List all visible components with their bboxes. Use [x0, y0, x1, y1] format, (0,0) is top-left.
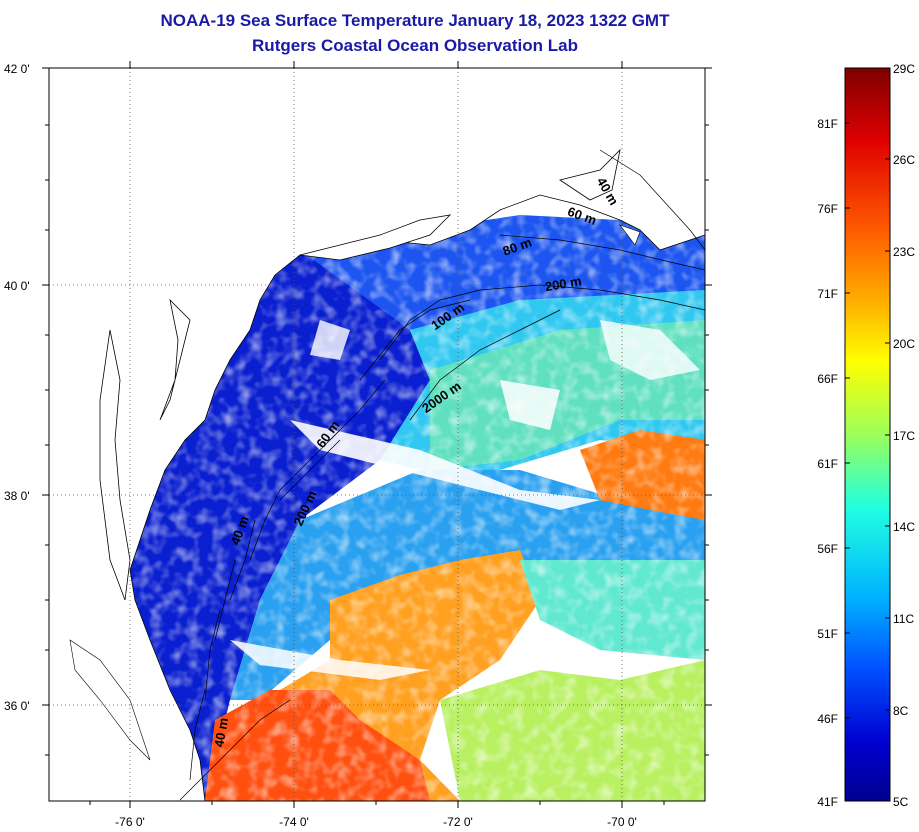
colorbar-label-c: 8C — [893, 704, 909, 718]
lat-label: 42 0' — [4, 62, 30, 76]
lat-labels: 42 0' 40 0' 38 0' 36 0' — [4, 62, 30, 713]
colorbar-label-f: 51F — [817, 627, 838, 641]
colorbar-label-f: 46F — [817, 712, 838, 726]
colorbar-c-labels: 29C 26C 23C 20C 17C 14C 11C 8C 5C — [893, 62, 915, 809]
colorbar-label-c: 5C — [893, 795, 909, 809]
colorbar-label-f: 81F — [817, 117, 838, 131]
colorbar-label-f: 76F — [817, 202, 838, 216]
lon-label: -72 0' — [443, 815, 473, 829]
colorbar-label-f: 41F — [817, 795, 838, 809]
map-frame — [48, 67, 706, 802]
lat-label: 36 0' — [4, 699, 30, 713]
colorbar-label-c: 20C — [893, 337, 915, 351]
colorbar-label-c: 26C — [893, 153, 915, 167]
colorbar-label-f: 71F — [817, 287, 838, 301]
lon-label: -76 0' — [115, 815, 145, 829]
colorbar-label-f: 61F — [817, 457, 838, 471]
colorbar-label-f: 66F — [817, 372, 838, 386]
colorbar-label-c: 17C — [893, 429, 915, 443]
map-grid — [49, 68, 705, 801]
colorbar-ticks — [845, 67, 890, 719]
map-subtitle: Rutgers Coastal Ocean Observation Lab — [252, 36, 578, 55]
map-ticks — [42, 61, 712, 808]
map-title: NOAA-19 Sea Surface Temperature January … — [160, 11, 670, 30]
colorbar-f-labels: 81F 76F 71F 66F 61F 56F 51F 46F 41F — [817, 117, 838, 809]
isobath-label: 200 m — [544, 273, 583, 294]
lon-label: -70 0' — [607, 815, 637, 829]
lon-label: -74 0' — [279, 815, 309, 829]
colorbar-label-c: 11C — [893, 612, 914, 626]
colorbar-label-c: 29C — [893, 62, 915, 76]
colorbar-label-f: 56F — [817, 542, 838, 556]
isobath-label: 40 m — [211, 717, 231, 749]
isobath-lines — [179, 149, 705, 801]
colorbar-label-c: 23C — [893, 245, 915, 259]
sst-field: 40 m 60 m 80 m 200 m 100 m 2000 m 60 m 2… — [49, 68, 705, 801]
colorbar-label-c: 14C — [893, 520, 915, 534]
colorbar — [844, 67, 891, 802]
lat-label: 38 0' — [4, 489, 30, 503]
lat-label: 40 0' — [4, 279, 30, 293]
lon-labels: -76 0' -74 0' -72 0' -70 0' — [115, 815, 637, 829]
